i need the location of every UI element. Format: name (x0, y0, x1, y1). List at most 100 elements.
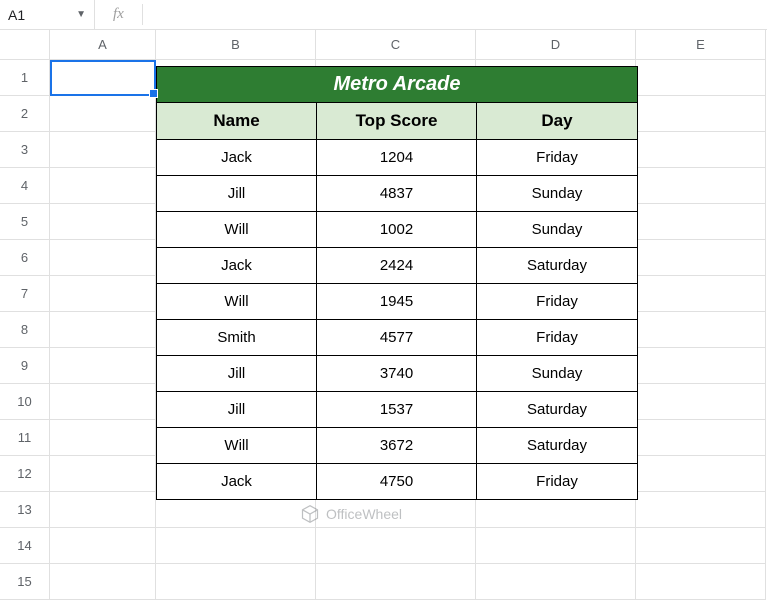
table-cell[interactable]: 1945 (317, 284, 477, 319)
table-cell[interactable]: 3740 (317, 356, 477, 391)
table-cell[interactable]: Jack (157, 464, 317, 499)
cell-reference-box[interactable]: A1 ▼ (0, 0, 95, 29)
table-cell[interactable]: Sunday (477, 212, 637, 247)
cell-E2[interactable] (636, 96, 766, 132)
table-cell[interactable]: 1204 (317, 140, 477, 175)
cell-A7[interactable] (50, 276, 156, 312)
cell-B14[interactable] (156, 528, 316, 564)
cell-A12[interactable] (50, 456, 156, 492)
table-cell[interactable]: Saturday (477, 248, 637, 283)
table-cell[interactable]: Friday (477, 284, 637, 319)
cell-A2[interactable] (50, 96, 156, 132)
table-cell[interactable]: Sunday (477, 356, 637, 391)
row-header-9[interactable]: 9 (0, 348, 50, 384)
cell-A8[interactable] (50, 312, 156, 348)
cell-A4[interactable] (50, 168, 156, 204)
cell-C14[interactable] (316, 528, 476, 564)
row-header-11[interactable]: 11 (0, 420, 50, 456)
table-header-cell[interactable]: Day (477, 103, 637, 139)
cell-C15[interactable] (316, 564, 476, 600)
row-header-1[interactable]: 1 (0, 60, 50, 96)
table-cell[interactable]: 4750 (317, 464, 477, 499)
table-cell[interactable]: Smith (157, 320, 317, 355)
cell-E14[interactable] (636, 528, 766, 564)
row-header-7[interactable]: 7 (0, 276, 50, 312)
table-row: Jack4750Friday (157, 463, 637, 499)
table-cell[interactable]: Will (157, 428, 317, 463)
row-header-13[interactable]: 13 (0, 492, 50, 528)
table-header-cell[interactable]: Name (157, 103, 317, 139)
cell-E13[interactable] (636, 492, 766, 528)
table-cell[interactable]: Will (157, 212, 317, 247)
cell-E10[interactable] (636, 384, 766, 420)
row-header-8[interactable]: 8 (0, 312, 50, 348)
cell-A14[interactable] (50, 528, 156, 564)
column-header-e[interactable]: E (636, 30, 766, 60)
cell-E6[interactable] (636, 240, 766, 276)
table-cell[interactable]: 2424 (317, 248, 477, 283)
cell-A6[interactable] (50, 240, 156, 276)
row-header-10[interactable]: 10 (0, 384, 50, 420)
row-header-12[interactable]: 12 (0, 456, 50, 492)
row-header-4[interactable]: 4 (0, 168, 50, 204)
table-cell[interactable]: Sunday (477, 176, 637, 211)
column-header-c[interactable]: C (316, 30, 476, 60)
table-cell[interactable]: Jack (157, 248, 317, 283)
column-header-b[interactable]: B (156, 30, 316, 60)
cell-B15[interactable] (156, 564, 316, 600)
row-header-5[interactable]: 5 (0, 204, 50, 240)
corner-cell[interactable] (0, 30, 50, 60)
table-cell[interactable]: 3672 (317, 428, 477, 463)
table-cell[interactable]: Friday (477, 140, 637, 175)
cell-E1[interactable] (636, 60, 766, 96)
column-header-d[interactable]: D (476, 30, 636, 60)
table-cell[interactable]: Friday (477, 320, 637, 355)
row-header-2[interactable]: 2 (0, 96, 50, 132)
cell-A9[interactable] (50, 348, 156, 384)
table-cell[interactable]: 4577 (317, 320, 477, 355)
cell-A1[interactable] (50, 60, 156, 96)
cell-E11[interactable] (636, 420, 766, 456)
table-cell[interactable]: Friday (477, 464, 637, 499)
table-cell[interactable]: Will (157, 284, 317, 319)
row-header-14[interactable]: 14 (0, 528, 50, 564)
cell-E3[interactable] (636, 132, 766, 168)
cell-A10[interactable] (50, 384, 156, 420)
table-header-cell[interactable]: Top Score (317, 103, 477, 139)
cell-E8[interactable] (636, 312, 766, 348)
dropdown-icon[interactable]: ▼ (76, 9, 86, 20)
cell-A13[interactable] (50, 492, 156, 528)
cell-D14[interactable] (476, 528, 636, 564)
cell-A3[interactable] (50, 132, 156, 168)
table-cell[interactable]: Jill (157, 176, 317, 211)
table-cell[interactable]: 1002 (317, 212, 477, 247)
cell-A15[interactable] (50, 564, 156, 600)
row-header-6[interactable]: 6 (0, 240, 50, 276)
table-cell[interactable]: Jack (157, 140, 317, 175)
table-cell[interactable]: 4837 (317, 176, 477, 211)
table-cell[interactable]: Jill (157, 392, 317, 427)
cell-A5[interactable] (50, 204, 156, 240)
cell-D15[interactable] (476, 564, 636, 600)
table-cell[interactable]: Jill (157, 356, 317, 391)
cell-E9[interactable] (636, 348, 766, 384)
cell-E7[interactable] (636, 276, 766, 312)
cell-E15[interactable] (636, 564, 766, 600)
row-header-3[interactable]: 3 (0, 132, 50, 168)
cell-E5[interactable] (636, 204, 766, 240)
watermark-text: OfficeWheel (326, 506, 402, 522)
table-row: Will1002Sunday (157, 211, 637, 247)
table-row: Jill1537Saturday (157, 391, 637, 427)
table-row: Jill3740Sunday (157, 355, 637, 391)
formula-input[interactable] (143, 0, 767, 29)
table-cell[interactable]: 1537 (317, 392, 477, 427)
cell-A11[interactable] (50, 420, 156, 456)
table-cell[interactable]: Saturday (477, 392, 637, 427)
column-header-a[interactable]: A (50, 30, 156, 60)
grid-row (50, 564, 767, 600)
row-header-15[interactable]: 15 (0, 564, 50, 600)
table-title[interactable]: Metro Arcade (157, 67, 637, 103)
cell-E12[interactable] (636, 456, 766, 492)
cell-E4[interactable] (636, 168, 766, 204)
table-cell[interactable]: Saturday (477, 428, 637, 463)
